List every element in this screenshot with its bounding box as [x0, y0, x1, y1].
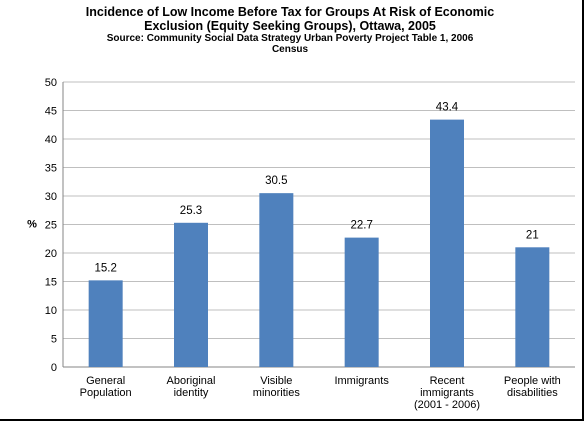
chart-subtitle-line-1: Source: Community Social Data Strategy U… — [106, 33, 474, 44]
category-label: Population — [80, 387, 132, 399]
category-label: immigrants — [420, 387, 474, 399]
chart-title-line-2: Exclusion (Equity Seeking Groups), Ottaw… — [144, 19, 436, 33]
bar-5 — [515, 247, 550, 367]
y-tick-label: 50 — [45, 77, 57, 89]
y-axis-label: % — [27, 219, 37, 231]
y-tick-label: 15 — [45, 277, 57, 289]
y-tick-label: 0 — [51, 362, 57, 374]
bar-2 — [259, 193, 294, 367]
y-tick-label: 30 — [45, 191, 57, 203]
bar-1 — [174, 222, 208, 367]
category-label: Immigrants — [334, 375, 389, 387]
data-label: 43.4 — [436, 102, 459, 114]
category-label: (2001 - 2006) — [414, 399, 480, 411]
y-tick-label: 40 — [45, 134, 57, 146]
category-label: General — [86, 375, 125, 387]
category-label: People with — [504, 375, 561, 387]
data-label: 21 — [526, 229, 539, 241]
chart-title-block: Incidence of Low Income Before Tax for G… — [40, 5, 540, 55]
bar-3 — [344, 237, 379, 367]
data-label: 22.7 — [350, 220, 372, 232]
y-tick-label: 10 — [45, 305, 57, 317]
y-tick-label: 5 — [51, 334, 57, 346]
y-tick-label: 45 — [45, 106, 57, 118]
data-label: 25.3 — [180, 205, 202, 217]
category-label: minorities — [253, 387, 301, 399]
data-label: 15.2 — [94, 262, 116, 274]
category-label: Visible — [260, 375, 292, 387]
chart-title-line-1: Incidence of Low Income Before Tax for G… — [85, 5, 495, 19]
bar-4 — [430, 119, 464, 368]
data-label: 30.5 — [265, 175, 287, 187]
category-label: Recent — [430, 375, 465, 387]
bar-0 — [88, 280, 123, 367]
y-tick-label: 35 — [45, 163, 57, 175]
category-label: Aboriginal — [167, 375, 216, 387]
chart-subtitle-line-2: Census — [271, 44, 309, 55]
y-tick-label: 25 — [45, 220, 57, 232]
category-label: identity — [174, 387, 209, 399]
y-tick-label: 20 — [45, 248, 57, 260]
category-label: disabilities — [507, 387, 558, 399]
